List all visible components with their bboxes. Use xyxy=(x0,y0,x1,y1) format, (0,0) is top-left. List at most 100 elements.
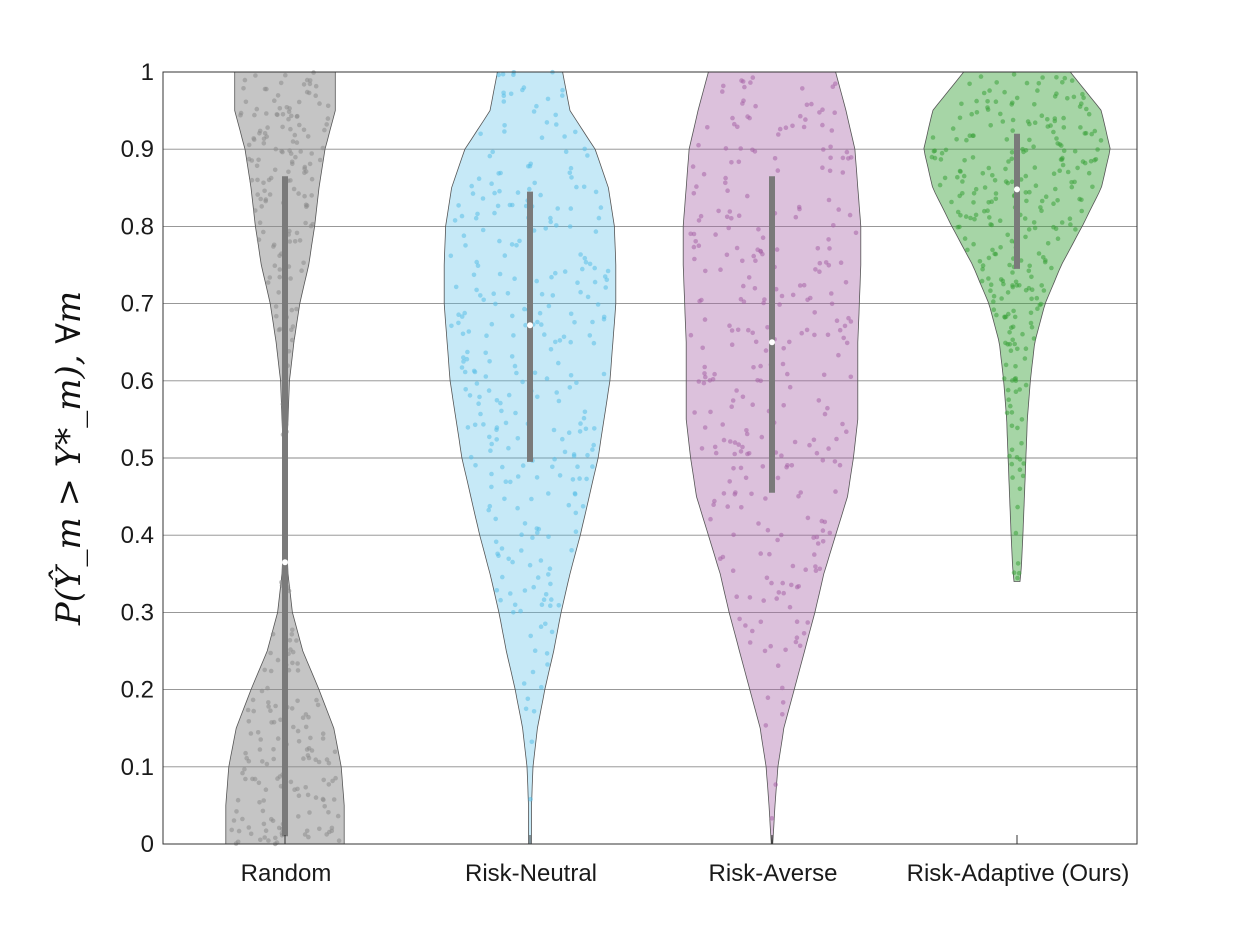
data-point xyxy=(257,747,263,752)
data-point xyxy=(776,132,781,137)
data-point xyxy=(262,835,268,840)
data-point xyxy=(265,280,271,285)
y-axis-label: P(Ŷ_m > Y*_m), ∀m xyxy=(48,291,89,626)
data-point xyxy=(277,326,283,332)
data-point xyxy=(848,374,854,380)
data-point xyxy=(590,464,595,469)
data-point xyxy=(1003,340,1008,346)
data-point xyxy=(1007,453,1012,459)
data-point xyxy=(760,464,766,469)
data-point xyxy=(820,539,826,544)
data-point xyxy=(1028,310,1034,316)
data-point xyxy=(1010,117,1016,123)
data-point xyxy=(820,458,826,463)
data-point xyxy=(963,214,969,219)
data-point xyxy=(596,215,602,221)
data-point xyxy=(834,436,839,442)
data-point xyxy=(836,352,841,358)
data-point xyxy=(298,149,304,154)
data-point xyxy=(720,554,726,560)
data-point xyxy=(309,151,315,156)
data-point xyxy=(974,110,980,115)
data-point xyxy=(500,464,505,470)
data-point xyxy=(750,628,755,634)
data-point xyxy=(723,146,729,151)
data-point xyxy=(542,332,547,337)
data-point xyxy=(1027,189,1032,195)
data-point xyxy=(703,268,708,274)
data-point xyxy=(842,323,848,329)
data-point xyxy=(1073,227,1078,232)
data-point xyxy=(699,446,705,451)
data-point xyxy=(288,151,294,156)
data-point xyxy=(1069,78,1075,83)
data-point xyxy=(723,175,728,181)
data-point xyxy=(502,129,507,134)
data-point xyxy=(1082,131,1088,136)
data-point xyxy=(249,158,255,163)
y-tick-label: 0.8 xyxy=(121,213,154,240)
data-point xyxy=(848,319,854,324)
data-point xyxy=(276,290,282,295)
data-point xyxy=(970,155,976,160)
data-point xyxy=(246,142,252,148)
data-point xyxy=(758,551,763,556)
data-point xyxy=(269,720,274,725)
data-point xyxy=(691,231,697,237)
data-point xyxy=(568,373,574,378)
data-point xyxy=(790,563,796,569)
data-point xyxy=(275,93,281,98)
data-point xyxy=(1032,225,1038,231)
data-point xyxy=(955,209,961,215)
data-point xyxy=(258,837,263,843)
data-point xyxy=(1015,425,1020,431)
data-point xyxy=(981,90,987,96)
data-point xyxy=(1011,570,1017,575)
data-point xyxy=(1015,561,1021,566)
data-point xyxy=(785,371,790,377)
data-point xyxy=(459,314,465,319)
data-point xyxy=(333,775,338,781)
data-point xyxy=(784,464,789,470)
data-point xyxy=(240,816,245,822)
data-point xyxy=(817,260,823,266)
data-point xyxy=(769,816,775,821)
data-point xyxy=(294,230,300,236)
data-point xyxy=(1029,296,1034,302)
data-point xyxy=(277,267,283,272)
data-point xyxy=(556,398,562,404)
data-point xyxy=(466,329,472,334)
data-point xyxy=(950,126,956,131)
data-point xyxy=(1027,137,1032,143)
data-point xyxy=(931,149,937,154)
data-point xyxy=(554,122,559,127)
data-point xyxy=(568,311,574,317)
data-point xyxy=(507,202,513,208)
data-point xyxy=(731,466,736,471)
data-point xyxy=(286,116,291,122)
data-point xyxy=(698,213,704,219)
data-point xyxy=(1035,88,1040,93)
data-point xyxy=(736,213,742,218)
data-point xyxy=(302,832,308,837)
data-point xyxy=(1008,348,1014,354)
violins-layer xyxy=(225,69,1111,847)
data-point xyxy=(553,339,558,345)
data-point xyxy=(1013,376,1018,381)
data-point xyxy=(587,261,593,267)
data-point xyxy=(1017,387,1022,392)
data-point xyxy=(1065,169,1071,175)
data-point xyxy=(761,300,766,306)
data-point xyxy=(781,346,786,351)
data-point xyxy=(1022,216,1028,221)
data-point xyxy=(780,700,786,705)
data-point xyxy=(270,818,276,824)
data-point xyxy=(826,263,832,268)
data-point xyxy=(843,280,849,285)
y-tick-label: 0.2 xyxy=(121,677,154,704)
data-point xyxy=(846,156,851,161)
data-point xyxy=(989,222,994,228)
data-point xyxy=(574,184,579,190)
data-point xyxy=(463,387,469,392)
data-point xyxy=(306,834,311,840)
